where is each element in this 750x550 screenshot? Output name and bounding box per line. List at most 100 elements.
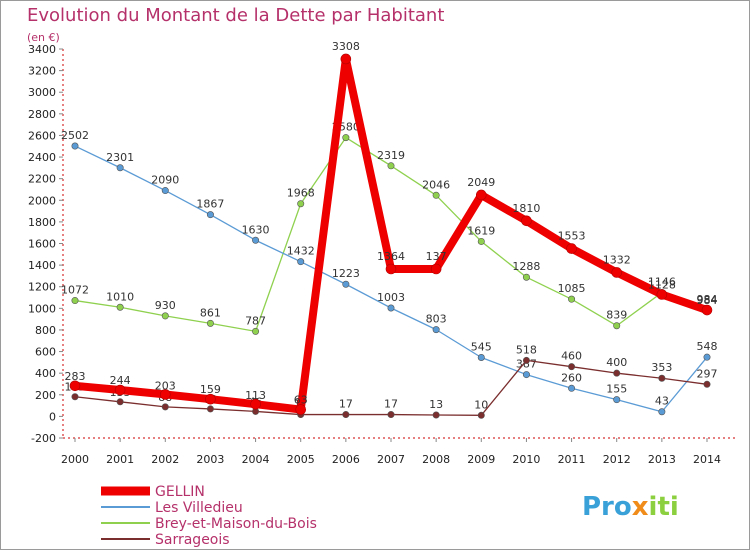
y-tick-label: 1000 [28,302,56,315]
data-point [477,353,485,361]
data-point [161,403,169,411]
data-point [522,273,530,281]
data-label: 984 [697,294,718,307]
y-tick-label: 2600 [28,129,56,142]
data-label: 1630 [242,223,270,236]
data-label: 839 [606,309,627,322]
data-label: 297 [697,367,718,380]
y-tick-label: 1800 [28,216,56,229]
data-point [206,319,214,327]
data-label: 13 [429,398,443,411]
data-point [252,327,260,335]
y-tick-label: 1400 [28,259,56,272]
data-point [252,236,260,244]
data-point [116,303,124,311]
data-label: 460 [561,350,582,363]
legend-entry: Les Villedieu [155,500,243,516]
data-label: 1010 [106,290,134,303]
data-point [611,267,623,278]
y-tick-label: 3200 [28,65,56,78]
data-point [475,189,487,201]
data-point [69,380,81,392]
data-label: 155 [606,383,627,396]
data-label: 1619 [467,224,495,237]
data-label: 787 [245,314,266,327]
x-tick-label: 2005 [287,453,315,466]
data-label: 2090 [151,174,179,187]
data-label: 283 [65,370,86,383]
data-point [71,297,79,305]
data-point [522,371,530,379]
data-label: 17 [384,398,398,411]
logo-part-1: Pro [582,492,632,522]
data-label: 3308 [332,40,360,53]
data-label: 1364 [377,250,405,263]
x-tick-label: 2000 [61,453,89,466]
data-label: 548 [697,340,718,353]
data-point [477,237,485,245]
x-tick-label: 2006 [332,453,360,466]
y-tick-label: 2200 [28,173,56,186]
y-tick-label: 2000 [28,194,56,207]
x-tick-label: 2004 [242,453,270,466]
data-label: 63 [294,394,308,407]
x-tick-label: 2002 [151,453,179,466]
data-label: 2046 [422,178,450,191]
data-point [297,200,305,208]
y-tick-label: 2400 [28,151,56,164]
x-tick-label: 2008 [422,453,450,466]
axes: -200 0 200 400 600 800 1000 1200 1400 1600 1800 200… [28,43,735,466]
data-label: 400 [606,356,627,369]
y-tick-label: 1600 [28,238,56,251]
data-label: 260 [561,371,582,384]
x-tick-label: 2011 [558,453,586,466]
data-label: 159 [200,383,221,396]
series-brey-et-maison-du-bois: 1072101093086178719682580231920461619128… [61,121,718,335]
data-point [295,404,307,415]
y-tick-label: 0 [49,410,56,423]
data-label: 1072 [61,284,89,297]
data-label: 1146 [648,276,676,289]
logo-x: x [632,492,649,522]
proxiti-logo: Proxiti [582,492,679,522]
x-tick-label: 2007 [377,453,405,466]
data-label: 10 [474,398,488,411]
x-tick-label: 2009 [467,453,495,466]
data-point [71,393,79,401]
y-tick-label: 1200 [28,281,56,294]
legend-entry: Brey-et-Maison-du-Bois [155,516,317,532]
y-tick-label: 2800 [28,108,56,121]
data-point [432,191,440,199]
chart-title: Evolution du Montant de la Dette par Hab… [27,5,444,26]
data-label: 113 [245,389,266,402]
series-layer: 1072101093086178719682580231920461619128… [61,40,718,419]
data-point [613,396,621,404]
x-tick-label: 2001 [106,453,134,466]
data-point [701,304,713,316]
y-tick-label: 3000 [28,86,56,99]
data-label: 1085 [558,282,586,295]
data-point [568,384,576,392]
data-point [342,280,350,288]
data-point [521,215,532,227]
data-point [116,164,124,172]
data-label: 1867 [196,198,224,211]
data-point [568,363,576,371]
svg-text:Proxiti: Proxiti [582,492,679,522]
data-point [658,408,666,416]
data-point [340,53,352,65]
data-point [116,398,124,406]
data-label: 930 [155,299,176,312]
data-label: 203 [155,379,176,392]
x-tick-label: 2003 [196,453,224,466]
data-label: 1553 [558,230,586,243]
legend-entry: GELLIN [155,484,205,500]
data-point [522,356,530,364]
data-label: 1128 [648,279,676,292]
data-label: 244 [110,374,131,387]
data-point [385,263,397,275]
data-point [387,411,395,419]
data-point [161,312,169,320]
chart-subtitle: (en €) [27,31,60,44]
data-label: 1332 [603,253,631,266]
